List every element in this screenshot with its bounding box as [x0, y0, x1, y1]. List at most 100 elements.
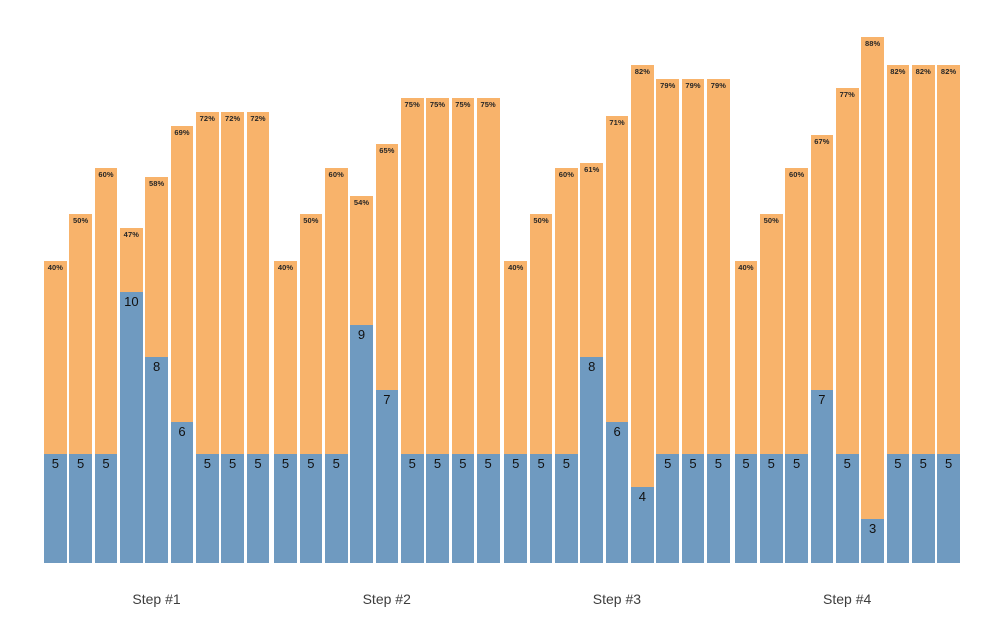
bar-percent-label: 82%	[634, 66, 651, 76]
bar-value-label: 10	[124, 294, 139, 310]
bar-value-label: 5	[229, 456, 237, 472]
bar-orange-segment	[810, 134, 834, 390]
bar-blue-segment	[785, 454, 808, 563]
bar-percent-label: 58%	[149, 178, 165, 188]
bar-orange-segment	[350, 195, 373, 325]
bar-value-label: 6	[178, 424, 186, 439]
bar-orange-segment	[426, 97, 449, 455]
bar-value-label: 6	[613, 424, 621, 439]
bar-blue-segment	[221, 454, 244, 563]
bar-value-label: 5	[562, 456, 570, 472]
bar-percent-label: 54%	[353, 197, 370, 207]
bar-blue-segment	[555, 454, 578, 563]
bar-blue-segment	[375, 389, 399, 563]
step-label: Step #1	[132, 591, 181, 607]
bar-percent-label: 47%	[123, 230, 139, 240]
bar-percent-label: 88%	[864, 38, 881, 48]
bar-percent-label: 50%	[533, 216, 549, 226]
bar-blue-segment	[274, 454, 297, 563]
bar-orange-segment	[69, 214, 93, 455]
bar-percent-label: 75%	[480, 99, 496, 109]
bar-value-label: 5	[102, 456, 110, 472]
bar-value-label: 5	[767, 456, 775, 472]
bar-percent-label: 60%	[558, 169, 575, 179]
bar-orange-segment	[246, 111, 270, 455]
bar-percent-label: 75%	[404, 99, 420, 109]
bar-blue-segment	[861, 519, 884, 563]
bar-orange-segment	[145, 176, 168, 358]
bar-blue-segment	[504, 454, 528, 563]
bar-orange-segment	[911, 64, 935, 455]
bar-value-label: 5	[512, 456, 520, 472]
bar-percent-label: 61%	[584, 164, 600, 174]
bar-blue-segment	[759, 454, 783, 563]
bar-blue-segment	[580, 357, 604, 563]
bar-orange-segment	[861, 36, 884, 520]
bar-blue-segment	[631, 486, 654, 563]
bar-blue-segment	[94, 454, 118, 563]
bar-orange-segment	[785, 167, 808, 455]
bar-value-label: 9	[357, 326, 366, 342]
bar-blue-segment	[350, 324, 373, 563]
bar-blue-segment	[299, 454, 323, 563]
bar-orange-segment	[580, 162, 604, 358]
bar-value-label: 5	[714, 456, 722, 472]
bar-percent-label: 75%	[455, 99, 471, 109]
bar-value-label: 5	[742, 456, 750, 472]
bar-blue-segment	[476, 454, 500, 563]
bar-value-label: 5	[689, 456, 697, 472]
bar-orange-segment	[476, 97, 500, 455]
bar-blue-segment	[170, 422, 194, 563]
bar-blue-segment	[937, 454, 960, 563]
bar-percent-label: 60%	[788, 169, 805, 179]
bar-blue-segment	[324, 454, 348, 563]
bar-value-label: 5	[307, 456, 315, 472]
bar-blue-segment	[835, 454, 859, 563]
bar-orange-segment	[375, 144, 399, 390]
bar-value-label: 4	[638, 488, 646, 504]
bar-orange-segment	[119, 228, 143, 293]
bar-blue-segment	[246, 454, 270, 563]
bar-value-label: 5	[203, 456, 211, 472]
bar-blue-segment	[810, 389, 834, 563]
bar-orange-segment	[529, 214, 553, 455]
bar-orange-segment	[400, 97, 424, 455]
bar-orange-segment	[631, 64, 654, 487]
bar-percent-label: 50%	[303, 216, 319, 226]
bar-value-label: 5	[944, 456, 953, 472]
bar-orange-segment	[504, 260, 528, 455]
bar-orange-segment	[170, 125, 194, 422]
bar-orange-segment	[299, 214, 323, 455]
bar-orange-segment	[734, 260, 758, 455]
step-label: Step #4	[823, 591, 872, 607]
bar-blue-segment	[426, 454, 449, 563]
bar-orange-segment	[707, 78, 730, 455]
bar-percent-label: 71%	[609, 118, 625, 128]
bar-percent-label: 82%	[940, 66, 957, 76]
bar-blue-segment	[195, 454, 219, 563]
bar-orange-segment	[274, 260, 297, 455]
bar-value-label: 3	[868, 521, 877, 537]
bar-percent-label: 60%	[98, 169, 114, 179]
bar-percent-label: 40%	[738, 262, 754, 272]
bar-orange-segment	[937, 64, 960, 455]
bar-blue-segment	[911, 454, 935, 563]
bar-percent-label: 50%	[763, 216, 779, 226]
bar-percent-label: 40%	[47, 262, 63, 272]
bar-blue-segment	[656, 454, 680, 563]
bar-orange-segment	[681, 78, 705, 455]
bar-percent-label: 79%	[660, 80, 676, 90]
bar-blue-segment	[734, 454, 758, 563]
bar-percent-label: 72%	[224, 113, 241, 123]
bar-value-label: 5	[77, 456, 85, 472]
bar-blue-segment	[451, 454, 475, 563]
bar-percent-label: 82%	[890, 66, 906, 76]
bar-orange-segment	[451, 97, 475, 455]
bar-orange-segment	[759, 214, 783, 455]
bar-percent-label: 65%	[379, 146, 395, 156]
bar-value-label: 5	[408, 456, 416, 472]
bar-percent-label: 69%	[174, 127, 190, 137]
bar-orange-segment	[605, 116, 629, 422]
bar-blue-segment	[119, 292, 143, 563]
bar-orange-segment	[94, 167, 118, 455]
